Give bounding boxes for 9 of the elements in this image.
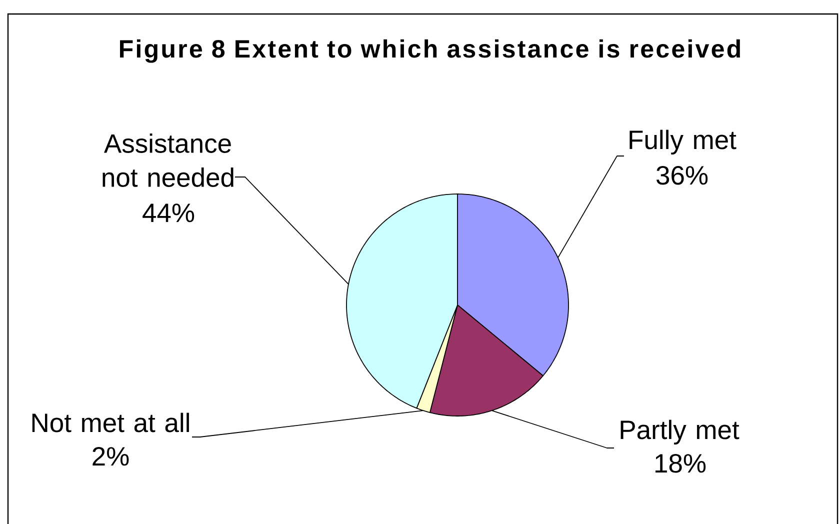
data-label: 36% [656,166,708,185]
data-label: 18% [656,454,706,473]
slice-label: Partly met [620,420,740,444]
slice-label: Fully met [630,130,736,154]
slice-label: Assistance not needed [102,133,234,187]
data-label: 2% [92,447,129,466]
slice-label: Not met at all [32,412,189,432]
chart-title: Figure 8 Extent to which assistance is received [120,39,740,63]
data-label: 44% [142,204,194,222]
